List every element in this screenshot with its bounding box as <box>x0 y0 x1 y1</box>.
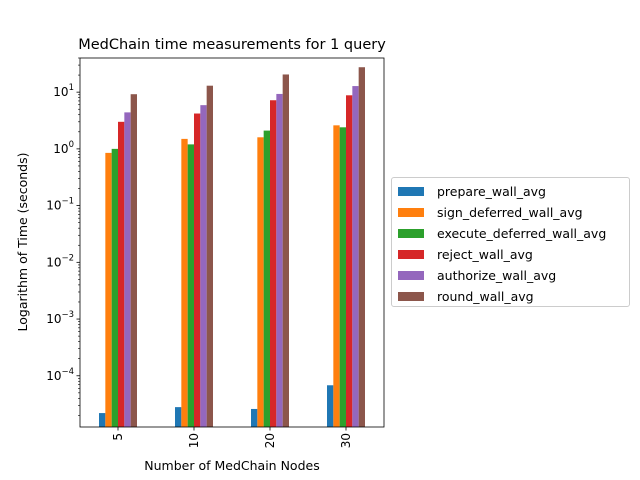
legend-item: authorize_wall_avg <box>398 265 556 285</box>
bar-sign_deferred_wall_avg-30 <box>333 125 340 428</box>
y-tick-label: 10−4 <box>46 367 74 383</box>
legend-item: prepare_wall_avg <box>398 181 546 201</box>
bar-execute_deferred_wall_avg-10 <box>187 144 194 427</box>
y-tick-label: 100 <box>53 140 74 156</box>
bar-execute_deferred_wall_avg-30 <box>339 127 346 427</box>
legend-item: sign_deferred_wall_avg <box>398 202 583 222</box>
legend-swatch <box>398 249 424 259</box>
x-tick-label: 20 <box>263 433 277 448</box>
bar-round_wall_avg-20 <box>282 74 289 427</box>
legend-swatch <box>398 186 424 196</box>
bar-authorize_wall_avg-30 <box>352 86 359 428</box>
bar-sign_deferred_wall_avg-20 <box>257 137 264 427</box>
chart-title: MedChain time measurements for 1 query <box>78 37 386 53</box>
x-tick-label: 10 <box>187 433 201 448</box>
legend-swatch <box>398 228 424 238</box>
bar-authorize_wall_avg-20 <box>276 93 283 427</box>
y-tick-label: 10−1 <box>46 197 74 213</box>
legend-swatch <box>398 207 424 217</box>
y-tick-label: 10−3 <box>46 310 74 326</box>
bar-prepare_wall_avg-30 <box>327 385 334 427</box>
x-axis-label: Number of MedChain Nodes <box>144 458 319 473</box>
bar-prepare_wall_avg-20 <box>251 408 258 427</box>
bar-execute_deferred_wall_avg-20 <box>263 130 270 427</box>
bar-reject_wall_avg-30 <box>346 95 353 428</box>
bar-round_wall_avg-30 <box>358 67 365 427</box>
legend-label: authorize_wall_avg <box>437 267 557 283</box>
legend-label: reject_wall_avg <box>437 246 533 262</box>
y-tick-label: 10−2 <box>46 253 74 269</box>
legend-label: execute_deferred_wall_avg <box>437 225 607 241</box>
x-tick-label: 5 <box>111 433 125 441</box>
plot-frame <box>79 57 385 428</box>
bar-round_wall_avg-10 <box>206 85 213 427</box>
legend-item: round_wall_avg <box>398 286 534 306</box>
bar-prepare_wall_avg-5 <box>99 413 106 427</box>
bar-sign_deferred_wall_avg-10 <box>181 138 188 427</box>
bar-reject_wall_avg-5 <box>118 121 125 428</box>
bar-sign_deferred_wall_avg-5 <box>105 152 112 427</box>
legend-label: round_wall_avg <box>437 288 534 304</box>
bar-reject_wall_avg-10 <box>194 113 201 427</box>
bar-execute_deferred_wall_avg-5 <box>111 148 118 427</box>
bar-authorize_wall_avg-10 <box>200 105 207 427</box>
y-axis-label: Logarithm of Time (seconds) <box>15 152 30 331</box>
x-tick-label: 30 <box>339 433 353 448</box>
y-tick-label: 101 <box>53 83 74 99</box>
bar-round_wall_avg-5 <box>130 94 137 427</box>
bar-prepare_wall_avg-10 <box>175 407 182 427</box>
legend-label: prepare_wall_avg <box>437 183 546 199</box>
legend-label: sign_deferred_wall_avg <box>437 204 583 220</box>
bar-reject_wall_avg-20 <box>270 100 277 427</box>
bar-authorize_wall_avg-5 <box>124 112 131 428</box>
legend-swatch <box>398 270 424 280</box>
legend-item: reject_wall_avg <box>398 244 533 264</box>
legend-item: execute_deferred_wall_avg <box>398 223 606 243</box>
legend-swatch <box>398 291 424 301</box>
